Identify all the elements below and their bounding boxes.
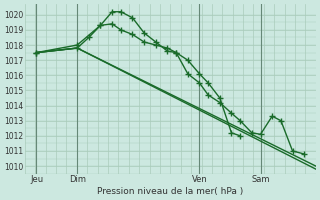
X-axis label: Pression niveau de la mer( hPa ): Pression niveau de la mer( hPa ) — [97, 187, 244, 196]
